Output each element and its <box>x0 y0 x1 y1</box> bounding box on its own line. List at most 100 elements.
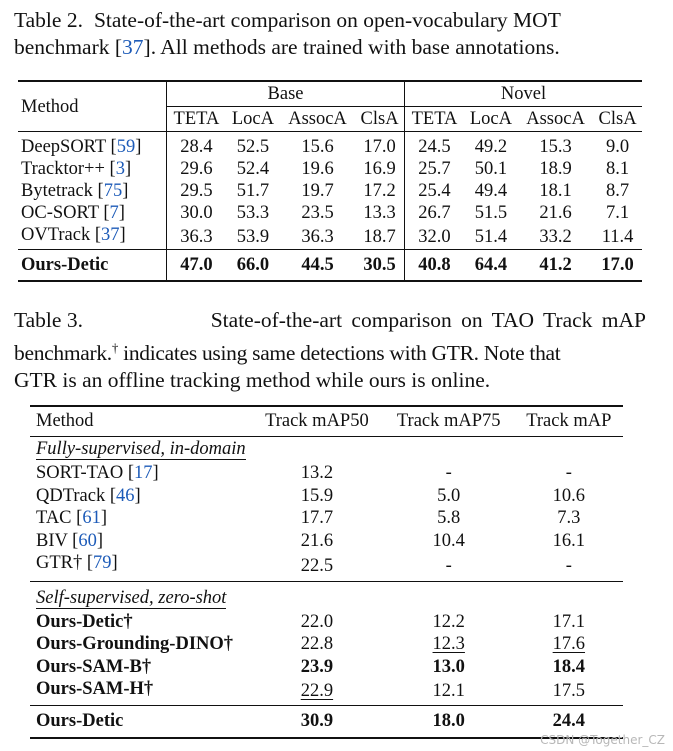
table2-caption-line2: benchmark [37]. All methods are trained … <box>14 35 560 59</box>
table-row: SORT-TAO [17] 13.2 - - <box>30 462 623 485</box>
table-row: Ours-Detic† 22.0 12.2 17.1 <box>30 611 623 634</box>
table-row: Ours-Detic 30.9 18.0 24.4 <box>30 704 623 739</box>
table2-cell: 29.5 <box>165 180 226 202</box>
table3-cell: - <box>565 463 572 483</box>
table2-group-header-row: Method Base Novel <box>18 80 642 132</box>
table2-col-header: TETA <box>165 106 226 132</box>
table2-col-header: ClsA <box>593 106 642 132</box>
table3-cell: 10.4 <box>432 530 465 551</box>
citation-link[interactable]: 79 <box>93 553 112 573</box>
table2-cell: 28.4 <box>165 131 226 158</box>
table3-caption-line3: GTR is an offline tracking method while … <box>14 368 491 393</box>
table3-method-cell: Ours-Grounding-DINO† <box>36 634 234 654</box>
table3-cell: 5.8 <box>437 508 461 528</box>
citation-link[interactable]: 75 <box>103 181 123 201</box>
table3-cell: 22.9 <box>300 681 334 701</box>
table2-caption: Table 2. State-of-the-art comparison on o… <box>14 7 646 61</box>
table2-cell: 53.3 <box>236 203 270 223</box>
table3-method-cell: SORT-TAO [17] <box>36 463 159 483</box>
table2-cell: 41.2 <box>517 249 594 282</box>
table3-header: Track mAP75 <box>382 405 515 437</box>
table2-col-header: TETA <box>404 106 464 132</box>
table2-cell: 30.0 <box>165 202 226 224</box>
table2-method-cell: Bytetrack [75] <box>21 181 129 201</box>
table2-col-header: LocA <box>225 106 280 132</box>
table-row: GTR† [79] 22.5 - - <box>30 552 623 581</box>
table3-method-cell: GTR† [79] <box>36 553 118 573</box>
table3-cell: 17.1 <box>552 611 586 632</box>
table-row: Tracktor++ [3] 29.6 52.4 19.6 16.9 25.7 … <box>18 158 642 180</box>
table3-cell: 22.5 <box>300 556 334 576</box>
table2-caption-line1: Table 2. State-of-the-art comparison on o… <box>14 8 561 32</box>
table2-cell: 66.0 <box>225 249 280 282</box>
table2-cell: 17.0 <box>593 249 642 282</box>
table3-caption-number: Table 3. <box>14 308 83 332</box>
table3-cell: 10.6 <box>552 485 586 506</box>
table-row: QDTrack [46] 15.9 5.0 10.6 <box>30 485 623 508</box>
table2-method-cell: Tracktor++ [3] <box>21 159 132 179</box>
table3-header: Track mAP50 <box>251 405 383 437</box>
citation-link[interactable]: 37 <box>122 35 144 59</box>
table-row: OVTrack [37] 36.3 53.9 36.3 18.7 32.0 51… <box>18 224 642 250</box>
table3-cell: 5.0 <box>437 485 461 506</box>
table2-col-header: ClsA <box>355 106 405 132</box>
table3-cell: 23.9 <box>300 656 334 677</box>
table3-section-label: Fully-supervised, in-domain <box>36 439 246 461</box>
table2-cell: 9.0 <box>606 137 630 157</box>
table3-method-cell: BIV [60] <box>36 530 103 551</box>
table-row: Ours-SAM-H† 22.9 12.1 17.5 <box>30 678 623 705</box>
citation-link[interactable]: 17 <box>133 463 153 483</box>
table2-cell: 51.7 <box>236 181 270 201</box>
table2-cell: 15.3 <box>539 137 572 157</box>
table2-cell: 25.4 <box>404 180 464 202</box>
table3-caption-line1: Table 3. State-of-the-art comparison on T… <box>14 308 646 332</box>
table3-section-header: Fully-supervised, in-domain <box>30 437 623 463</box>
table3-cell: 24.4 <box>514 704 623 739</box>
table2-group-novel: Novel <box>404 80 642 107</box>
table2-cell: 30.5 <box>355 249 405 282</box>
table3-method-cell: Ours-SAM-B† <box>36 656 152 677</box>
citation-link[interactable]: 7 <box>109 203 119 223</box>
table2-cell: 51.5 <box>474 203 508 223</box>
table-row: Ours-Grounding-DINO† 22.8 12.3 17.6 <box>30 633 623 656</box>
table-row: OC-SORT [7] 30.0 53.3 23.5 13.3 26.7 51.… <box>18 202 642 224</box>
citation-link[interactable]: 37 <box>101 225 120 245</box>
table-row: Ours-SAM-B† 23.9 13.0 18.4 <box>30 656 623 679</box>
table-row: Ours-Detic 47.0 66.0 44.5 30.5 40.8 64.4… <box>18 249 642 282</box>
table2-cell: 49.4 <box>474 181 508 201</box>
table2-cell: 19.7 <box>301 181 334 201</box>
table3-section-label: Self-supervised, zero-shot <box>36 587 227 609</box>
table-row: TAC [61] 17.7 5.8 7.3 <box>30 507 623 530</box>
table2-cell: 15.6 <box>301 137 334 157</box>
table3-cell: 12.3 <box>432 634 465 654</box>
citation-link[interactable]: 3 <box>115 159 125 179</box>
table2-cell: 17.2 <box>363 181 396 201</box>
table2-method-cell: DeepSORT [59] <box>21 137 142 157</box>
table2-cell: 8.1 <box>606 159 630 179</box>
table2-col-header: AssocA <box>517 106 594 132</box>
table-row: Bytetrack [75] 29.5 51.7 19.7 17.2 25.4 … <box>18 180 642 202</box>
table2-group-base: Base <box>165 80 405 107</box>
table3-section-header: Self-supervised, zero-shot <box>30 580 623 611</box>
citation-link[interactable]: 46 <box>116 485 135 506</box>
table3-cell: 15.9 <box>300 485 334 506</box>
citation-link[interactable]: 60 <box>78 530 97 551</box>
table-row: DeepSORT [59] 28.4 52.5 15.6 17.0 24.5 4… <box>18 131 642 158</box>
table3-caption-line2: benchmark.† indicates using same detecti… <box>14 340 561 366</box>
table2-method-cell: OC-SORT [7] <box>21 203 125 223</box>
citation-link[interactable]: 59 <box>116 137 136 157</box>
table3-cell: 7.3 <box>557 508 581 528</box>
table3: Method Track mAP50 Track mAP75 Track mAP… <box>30 405 623 739</box>
table2-cell: 21.6 <box>539 203 572 223</box>
table2-cell: 53.9 <box>236 226 270 247</box>
table3-method-cell: Ours-Detic† <box>36 611 133 632</box>
table2-cell: 36.3 <box>301 226 334 247</box>
table2-cell: 49.2 <box>474 137 508 157</box>
table2-cell: 44.5 <box>279 249 356 282</box>
citation-link[interactable]: 61 <box>82 508 101 528</box>
table3-cell: 18.4 <box>552 656 586 677</box>
table3-cell: 18.0 <box>382 704 515 739</box>
table3-cell: 16.1 <box>552 530 586 551</box>
table2-method-cell: OVTrack [37] <box>21 225 126 245</box>
table3-cell: 12.2 <box>432 611 465 632</box>
